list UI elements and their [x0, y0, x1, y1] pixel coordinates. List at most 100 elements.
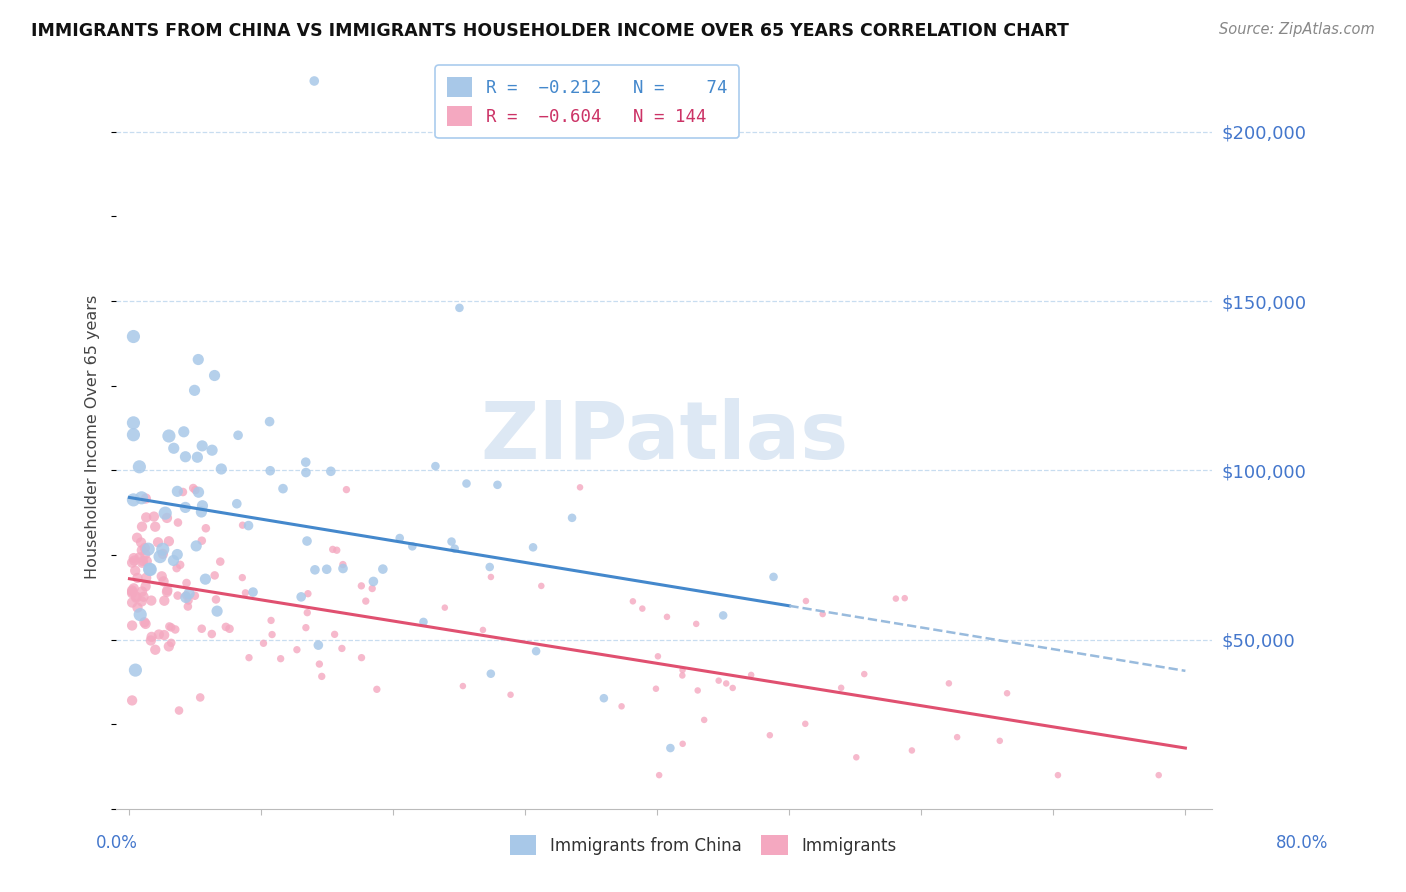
Point: [252, 636, 274, 650]
Point: [131, 594, 153, 608]
Point: [125, 531, 148, 545]
Point: [315, 562, 337, 576]
Point: [311, 669, 333, 683]
Point: [401, 540, 423, 554]
Point: [350, 650, 373, 665]
Legend: Immigrants from China, Immigrants: Immigrants from China, Immigrants: [503, 829, 903, 862]
Point: [648, 768, 671, 782]
Point: [157, 619, 180, 633]
Point: [165, 623, 187, 637]
Point: [592, 691, 614, 706]
Point: [187, 485, 209, 500]
Point: [988, 734, 1011, 748]
Point: [259, 415, 281, 429]
Point: [242, 585, 264, 599]
Point: [671, 663, 693, 677]
Point: [449, 301, 471, 315]
Point: [135, 510, 157, 524]
Point: [121, 584, 143, 599]
Point: [307, 638, 329, 652]
Point: [685, 616, 707, 631]
Point: [811, 607, 834, 621]
Point: [645, 681, 668, 696]
Point: [297, 606, 319, 620]
Point: [231, 571, 253, 585]
Point: [759, 728, 782, 742]
Point: [156, 585, 179, 599]
Point: [121, 586, 143, 600]
Point: [153, 628, 176, 642]
Point: [187, 352, 209, 367]
Point: [235, 586, 257, 600]
Point: [174, 588, 197, 602]
Point: [191, 533, 214, 548]
Y-axis label: Householder Income Over 65 years: Householder Income Over 65 years: [86, 294, 100, 579]
Point: [157, 429, 180, 443]
Point: [297, 587, 319, 601]
Point: [672, 737, 695, 751]
Point: [853, 667, 876, 681]
Point: [671, 668, 693, 682]
Point: [304, 563, 326, 577]
Point: [686, 683, 709, 698]
Point: [177, 599, 200, 614]
Point: [188, 690, 211, 705]
Point: [631, 601, 654, 615]
Point: [124, 564, 146, 578]
Point: [621, 594, 644, 608]
Point: [530, 579, 553, 593]
Point: [143, 642, 166, 657]
Point: [205, 592, 228, 607]
Point: [238, 650, 260, 665]
Text: 80.0%: 80.0%: [1277, 834, 1329, 852]
Point: [938, 676, 960, 690]
Point: [153, 593, 176, 607]
Text: IMMIGRANTS FROM CHINA VS IMMIGRANTS HOUSEHOLDER INCOME OVER 65 YEARS CORRELATION: IMMIGRANTS FROM CHINA VS IMMIGRANTS HOUS…: [31, 22, 1069, 40]
Point: [150, 569, 173, 583]
Point: [655, 610, 678, 624]
Point: [167, 516, 190, 530]
Point: [479, 570, 502, 584]
Point: [388, 531, 411, 545]
Point: [141, 630, 163, 644]
Point: [134, 547, 156, 561]
Point: [794, 716, 817, 731]
Point: [121, 556, 143, 570]
Point: [127, 571, 149, 585]
Text: ZIPatlas: ZIPatlas: [479, 398, 848, 475]
Point: [122, 329, 145, 343]
Point: [412, 615, 434, 629]
Point: [124, 663, 146, 677]
Point: [139, 562, 162, 576]
Point: [129, 607, 152, 622]
Point: [174, 591, 197, 605]
Point: [522, 541, 544, 555]
Point: [201, 443, 224, 458]
Point: [995, 686, 1018, 700]
Point: [330, 641, 353, 656]
Point: [561, 511, 583, 525]
Point: [122, 427, 145, 442]
Point: [169, 558, 191, 572]
Point: [290, 590, 312, 604]
Point: [262, 627, 284, 641]
Point: [160, 620, 183, 634]
Point: [332, 561, 354, 575]
Point: [172, 485, 194, 500]
Point: [173, 425, 195, 439]
Point: [177, 593, 200, 607]
Point: [139, 633, 162, 648]
Point: [122, 492, 145, 507]
Point: [134, 541, 156, 555]
Point: [121, 583, 143, 598]
Point: [176, 576, 198, 591]
Point: [294, 455, 316, 469]
Point: [610, 699, 633, 714]
Point: [181, 481, 204, 495]
Point: [893, 591, 915, 606]
Text: Source: ZipAtlas.com: Source: ZipAtlas.com: [1219, 22, 1375, 37]
Point: [135, 616, 157, 631]
Point: [162, 553, 184, 567]
Point: [201, 627, 224, 641]
Point: [122, 551, 145, 566]
